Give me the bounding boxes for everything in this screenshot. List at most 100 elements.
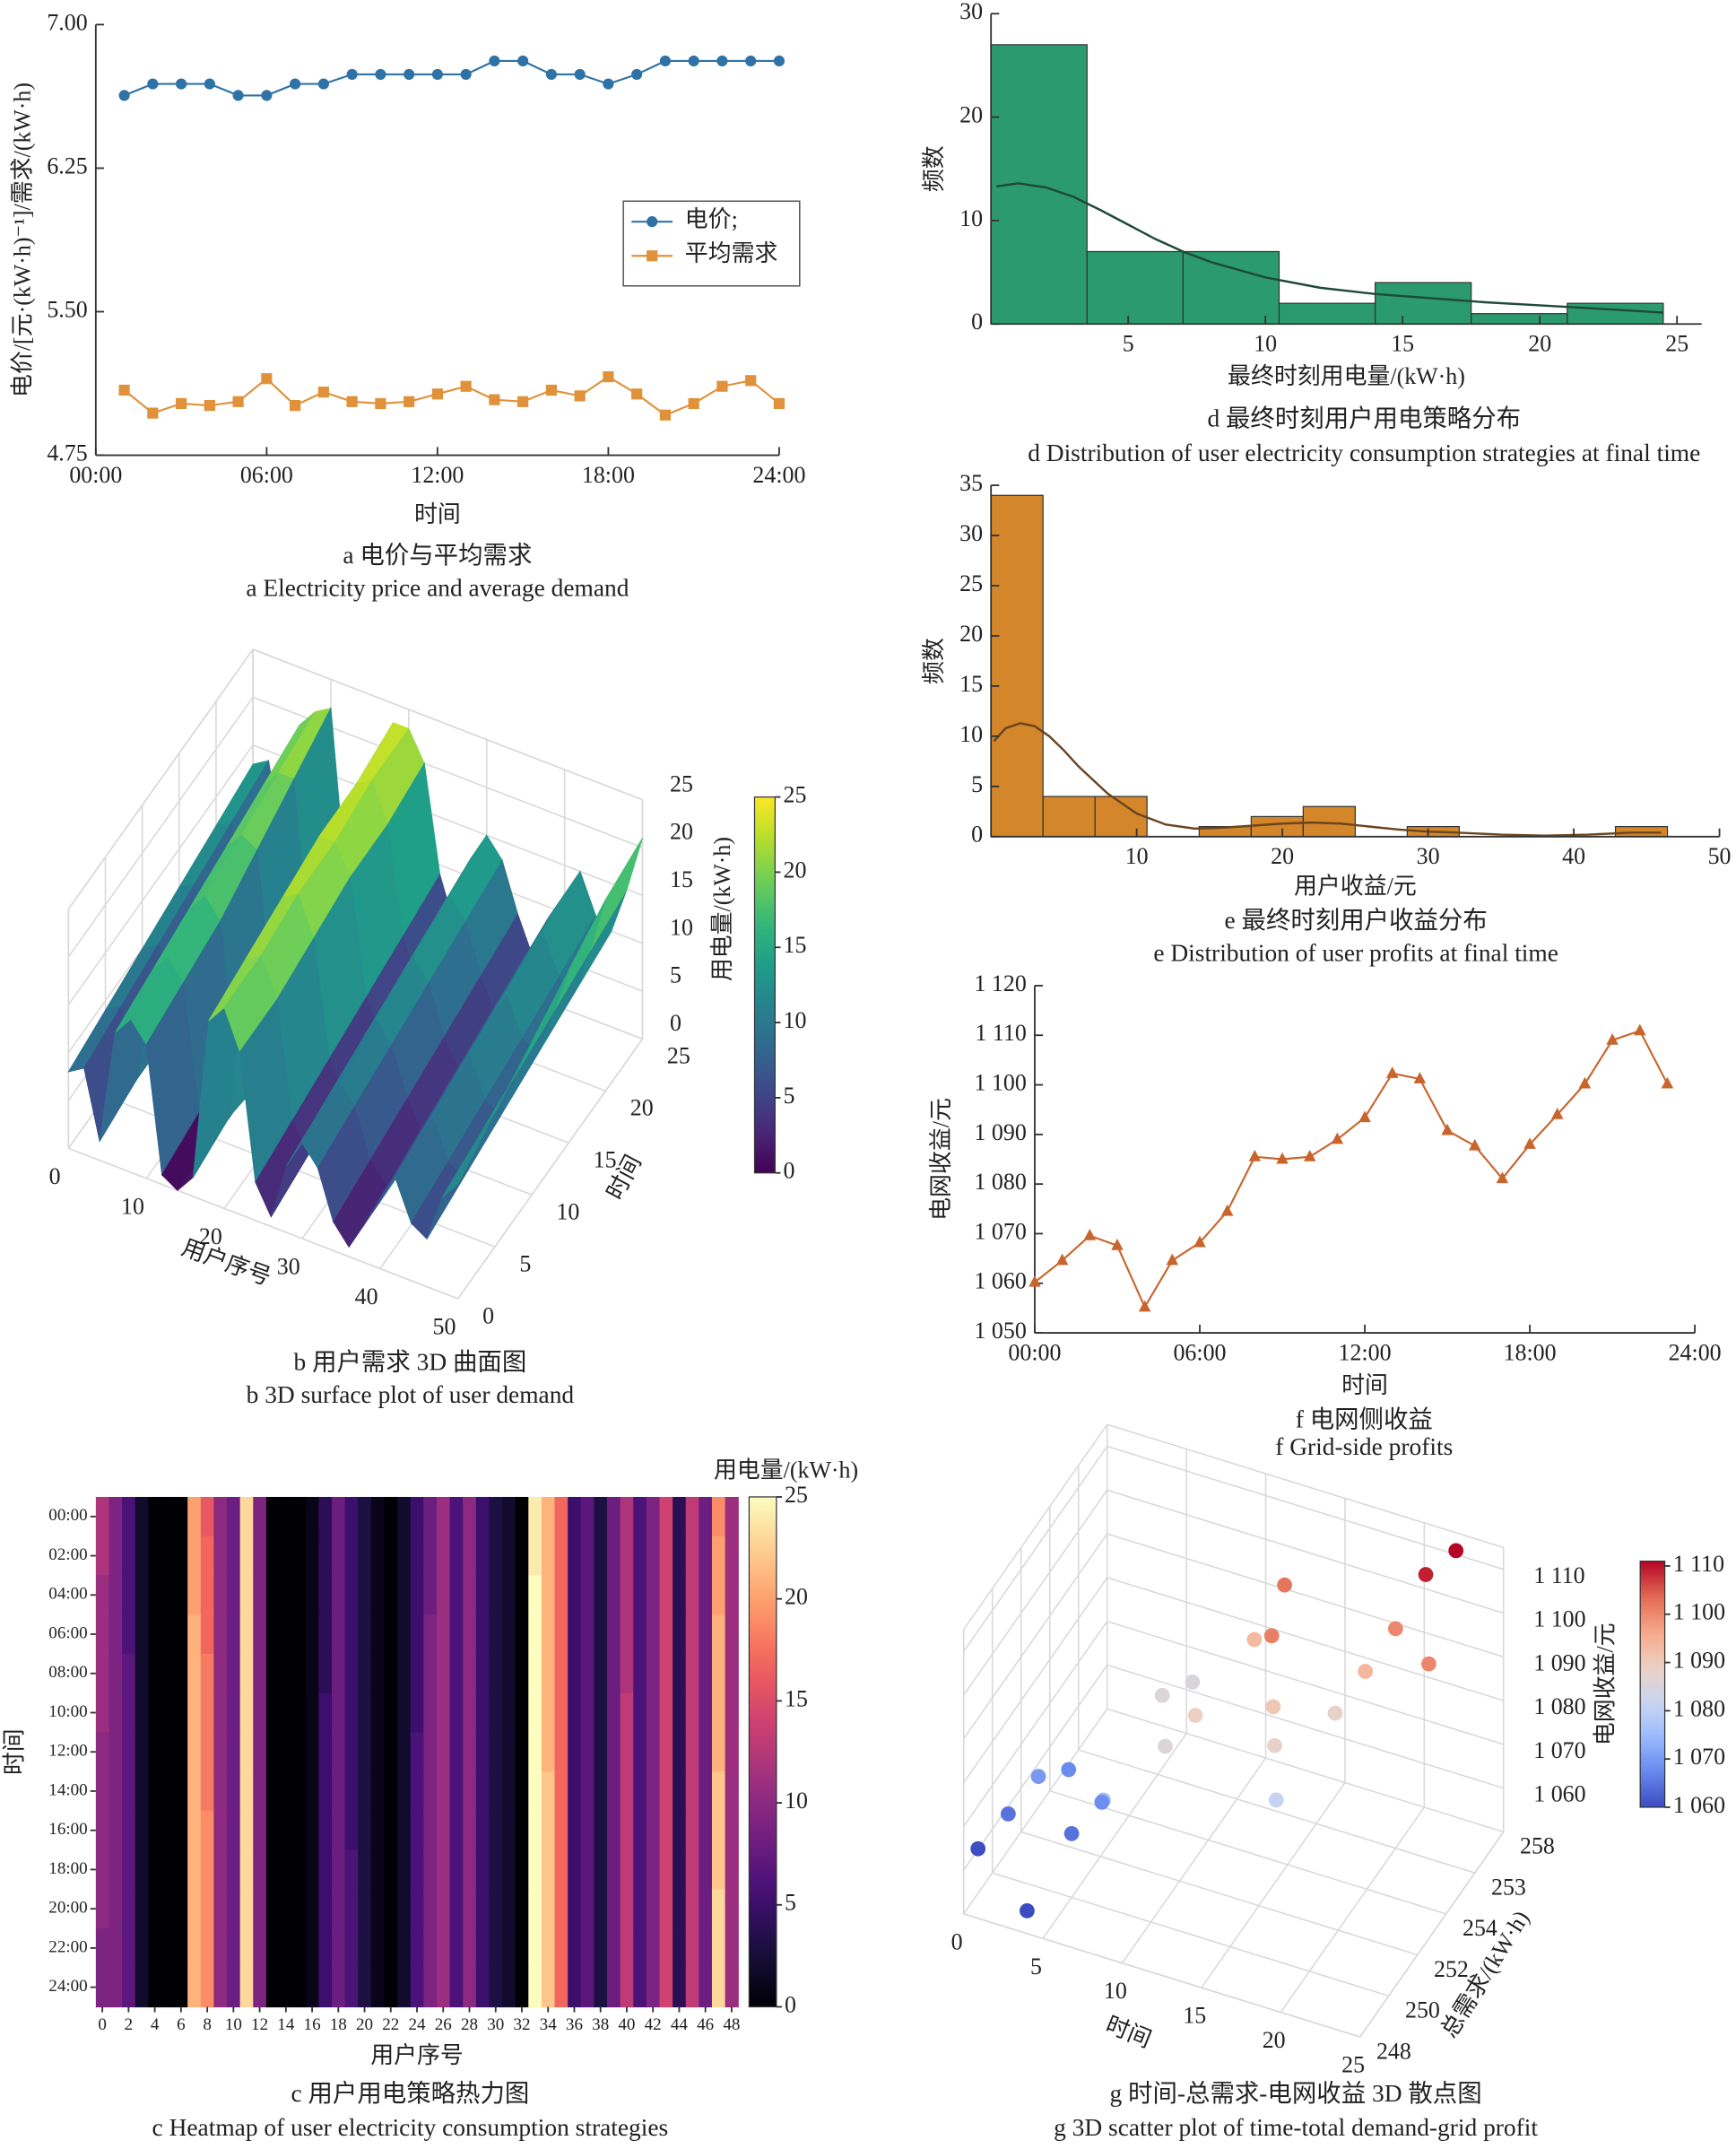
heat-cell: [410, 1967, 424, 2008]
heat-cell: [174, 1653, 188, 1694]
heat-cell: [502, 1810, 516, 1851]
colorbar-tick-label: 20: [784, 857, 807, 883]
heat-cell: [659, 1732, 673, 1772]
kde-curve: [996, 182, 1663, 314]
heat-cell: [620, 1771, 634, 1812]
heat-cell: [515, 1575, 529, 1615]
heat-cell: [358, 1614, 372, 1655]
x-tick-label: 44: [671, 2015, 689, 2034]
heat-cell: [541, 1810, 556, 1851]
heat-cell: [148, 1928, 162, 1969]
heat-cell: [108, 1889, 123, 1929]
heat-cell: [594, 1732, 608, 1772]
heat-cell: [475, 1810, 490, 1851]
z-tick-label: 25: [670, 770, 693, 796]
heat-cell: [646, 1849, 661, 1890]
heat-cell: [305, 1849, 319, 1890]
heat-cell: [502, 1614, 516, 1655]
z-tick-label: 1 080: [1533, 1693, 1585, 1719]
x-tick-label: 34: [540, 2015, 558, 2034]
heat-cell: [279, 1536, 293, 1577]
heat-cell: [515, 1536, 529, 1577]
heat-cell: [699, 1575, 713, 1615]
caption-en: b 3D surface plot of user demand: [247, 1381, 575, 1408]
heat-cell: [685, 1732, 699, 1772]
x-tick-label: 46: [697, 2015, 714, 2034]
heat-cell: [135, 1732, 149, 1772]
x-tick-label: 25: [1341, 2052, 1365, 2078]
heat-cell: [725, 1771, 739, 1812]
heat-cell: [711, 1889, 726, 1929]
heat-cell: [633, 1889, 647, 1929]
heat-cell: [528, 1810, 542, 1851]
x-axis-label: 时间: [1341, 1372, 1388, 1398]
heat-cell: [673, 1575, 687, 1615]
heat-cell: [659, 1967, 673, 2008]
heat-cell: [568, 1967, 582, 2008]
heat-cell: [370, 1536, 386, 1577]
y-tick-label: 0: [971, 309, 983, 335]
heat-cell: [135, 1614, 149, 1655]
heat-cell: [187, 1810, 202, 1851]
heat-cell: [279, 1575, 293, 1615]
colorbar-tick-label: 5: [785, 1890, 796, 1916]
heat-cell: [568, 1614, 582, 1655]
heat-cell: [174, 1536, 188, 1577]
pane-edge: [252, 648, 643, 801]
heat-cell: [122, 1614, 136, 1655]
heat-cell: [463, 1536, 477, 1577]
heat-cell: [370, 1928, 386, 1969]
heat-cell: [725, 1536, 739, 1577]
heat-cell: [436, 1575, 451, 1615]
heat-cell: [161, 1653, 176, 1694]
x-tick-label: 06:00: [240, 462, 293, 488]
heat-cell: [515, 1928, 529, 1969]
heat-cell: [174, 1967, 188, 2008]
heat-cell: [122, 1810, 136, 1851]
heat-cell: [265, 1496, 281, 1537]
heat-cell: [384, 1810, 398, 1851]
heat-cell: [449, 1614, 464, 1655]
heat-cell: [305, 1732, 319, 1772]
x-tick-label: 25: [1665, 331, 1688, 357]
marker: [1055, 1253, 1069, 1266]
scatter-point: [1154, 1687, 1170, 1703]
heat-cell: [292, 1496, 307, 1537]
heat-cell: [187, 1536, 202, 1577]
heat-cell: [384, 1849, 398, 1890]
heat-cell: [620, 1732, 634, 1772]
caption-cn: c 用户用电策略热力图: [291, 2080, 529, 2107]
heat-cell: [436, 1771, 451, 1812]
y-tick-label: 250: [1405, 1997, 1440, 2023]
scatter-point: [1000, 1806, 1016, 1822]
heat-cell: [239, 1771, 254, 1812]
marker: [1358, 1110, 1371, 1123]
heat-cell: [292, 1967, 307, 2008]
heat-cell: [95, 1771, 110, 1812]
heat-cell: [633, 1692, 647, 1733]
heat-cell: [463, 1496, 477, 1537]
heat-cell: [410, 1849, 424, 1890]
heat-cell: [646, 1692, 661, 1733]
heat-cell: [568, 1889, 582, 1929]
bar: [1086, 250, 1184, 325]
heat-cell: [463, 1889, 477, 1929]
heat-cell: [620, 1692, 634, 1733]
heat-cell: [502, 1732, 516, 1772]
y-tick-label: 258: [1520, 1833, 1555, 1859]
heat-cell: [528, 1496, 542, 1537]
heat-cell: [213, 1889, 228, 1929]
heat-cell: [108, 1732, 123, 1772]
marker: [517, 55, 529, 67]
heat-cell: [239, 1575, 254, 1615]
z-tick-label: 1 090: [1533, 1649, 1585, 1675]
heat-cell: [318, 1536, 333, 1577]
x-tick-label: 20: [1528, 331, 1551, 357]
grid-line: [1107, 1533, 1504, 1658]
heat-cell: [265, 1732, 281, 1772]
marker: [1551, 1107, 1564, 1119]
heat-cell: [331, 1575, 346, 1615]
heat-cell: [528, 1889, 542, 1929]
scatter-point: [1358, 1664, 1374, 1679]
caption-cn: b 用户需求 3D 曲面图: [294, 1348, 527, 1375]
